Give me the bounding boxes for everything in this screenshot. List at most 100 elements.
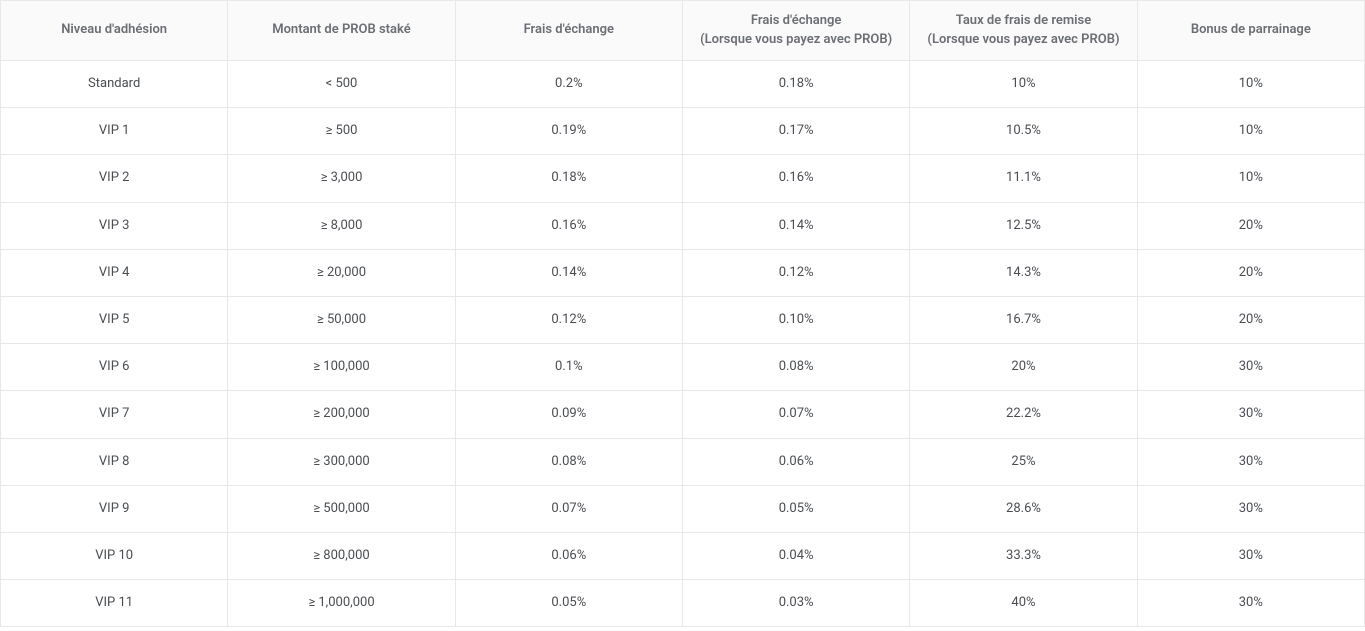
table-cell: 16.7% — [910, 296, 1137, 343]
table-cell: 0.07% — [455, 485, 682, 532]
table-cell: ≥ 20,000 — [228, 249, 455, 296]
table-row: VIP 1≥ 5000.19%0.17%10.5%10% — [1, 108, 1365, 155]
table-cell: ≥ 500,000 — [228, 485, 455, 532]
table-cell: 0.1% — [455, 344, 682, 391]
table-cell: 0.14% — [682, 202, 909, 249]
table-cell: 0.04% — [682, 532, 909, 579]
table-cell: 0.08% — [682, 344, 909, 391]
table-cell: 40% — [910, 580, 1137, 627]
table-cell: 30% — [1137, 580, 1364, 627]
table-body: Standard< 5000.2%0.18%10%10%VIP 1≥ 5000.… — [1, 61, 1365, 627]
col-header-label: Frais d'échange — [751, 13, 841, 28]
table-cell: 0.17% — [682, 108, 909, 155]
col-header-label: Montant de PROB staké — [272, 22, 411, 37]
table-cell: 10% — [910, 61, 1137, 108]
table-header-row: Niveau d'adhésion Montant de PROB staké … — [1, 1, 1365, 61]
table-cell: ≥ 100,000 — [228, 344, 455, 391]
col-header-label: Bonus de parrainage — [1191, 22, 1311, 37]
table-header: Niveau d'adhésion Montant de PROB staké … — [1, 1, 1365, 61]
table-row: VIP 4≥ 20,0000.14%0.12%14.3%20% — [1, 249, 1365, 296]
table-cell: ≥ 200,000 — [228, 391, 455, 438]
table-cell: 0.03% — [682, 580, 909, 627]
table-cell: 30% — [1137, 532, 1364, 579]
table-row: VIP 6≥ 100,0000.1%0.08%20%30% — [1, 344, 1365, 391]
table-row: VIP 3≥ 8,0000.16%0.14%12.5%20% — [1, 202, 1365, 249]
table-cell: 10% — [1137, 61, 1364, 108]
table-cell: 22.2% — [910, 391, 1137, 438]
table-cell: VIP 3 — [1, 202, 228, 249]
table-cell: VIP 11 — [1, 580, 228, 627]
table-cell: VIP 4 — [1, 249, 228, 296]
table-cell: 0.14% — [455, 249, 682, 296]
table-cell: 11.1% — [910, 155, 1137, 202]
table-cell: 0.05% — [455, 580, 682, 627]
table-cell: 0.12% — [455, 296, 682, 343]
table-cell: 10% — [1137, 108, 1364, 155]
table-row: VIP 5≥ 50,0000.12%0.10%16.7%20% — [1, 296, 1365, 343]
table-cell: 0.18% — [455, 155, 682, 202]
table-cell: ≥ 300,000 — [228, 438, 455, 485]
table-cell: 0.10% — [682, 296, 909, 343]
table-cell: 30% — [1137, 391, 1364, 438]
table-row: VIP 11≥ 1,000,0000.05%0.03%40%30% — [1, 580, 1365, 627]
table-cell: 20% — [1137, 249, 1364, 296]
table-cell: 30% — [1137, 438, 1364, 485]
table-cell: 12.5% — [910, 202, 1137, 249]
table-row: VIP 2≥ 3,0000.18%0.16%11.1%10% — [1, 155, 1365, 202]
table-cell: ≥ 8,000 — [228, 202, 455, 249]
table-cell: 0.05% — [682, 485, 909, 532]
table-cell: 0.08% — [455, 438, 682, 485]
table-cell: 0.18% — [682, 61, 909, 108]
table-cell: 20% — [1137, 202, 1364, 249]
table-cell: 0.19% — [455, 108, 682, 155]
table-cell: ≥ 1,000,000 — [228, 580, 455, 627]
table-cell: 28.6% — [910, 485, 1137, 532]
col-header-subline: (Lorsque vous payez avec PROB) — [918, 31, 1128, 49]
table-cell: VIP 7 — [1, 391, 228, 438]
col-header-subline: (Lorsque vous payez avec PROB) — [691, 31, 901, 49]
table-cell: VIP 10 — [1, 532, 228, 579]
table-cell: 25% — [910, 438, 1137, 485]
col-header-label: Taux de frais de remise — [956, 13, 1091, 28]
table-cell: Standard — [1, 61, 228, 108]
table-cell: 20% — [1137, 296, 1364, 343]
table-cell: VIP 6 — [1, 344, 228, 391]
table-row: VIP 10≥ 800,0000.06%0.04%33.3%30% — [1, 532, 1365, 579]
table-cell: ≥ 800,000 — [228, 532, 455, 579]
vip-tiers-table: Niveau d'adhésion Montant de PROB staké … — [0, 0, 1365, 627]
col-header-discount: Taux de frais de remise (Lorsque vous pa… — [910, 1, 1137, 61]
col-header-label: Frais d'échange — [524, 22, 614, 37]
table-cell: VIP 8 — [1, 438, 228, 485]
table-cell: 0.12% — [682, 249, 909, 296]
table-cell: 0.16% — [455, 202, 682, 249]
table-cell: ≥ 50,000 — [228, 296, 455, 343]
table-cell: VIP 1 — [1, 108, 228, 155]
table-row: VIP 8≥ 300,0000.08%0.06%25%30% — [1, 438, 1365, 485]
table-cell: 30% — [1137, 485, 1364, 532]
table-cell: 20% — [910, 344, 1137, 391]
table-cell: VIP 9 — [1, 485, 228, 532]
table-cell: 10% — [1137, 155, 1364, 202]
table-cell: < 500 — [228, 61, 455, 108]
table-cell: 0.09% — [455, 391, 682, 438]
table-cell: 0.2% — [455, 61, 682, 108]
table-cell: VIP 2 — [1, 155, 228, 202]
table-row: VIP 7≥ 200,0000.09%0.07%22.2%30% — [1, 391, 1365, 438]
col-header-fee: Frais d'échange — [455, 1, 682, 61]
table-cell: ≥ 3,000 — [228, 155, 455, 202]
table-cell: 33.3% — [910, 532, 1137, 579]
table-cell: 14.3% — [910, 249, 1137, 296]
col-header-label: Niveau d'adhésion — [61, 22, 167, 37]
table-cell: 0.16% — [682, 155, 909, 202]
table-row: Standard< 5000.2%0.18%10%10% — [1, 61, 1365, 108]
table-cell: 0.06% — [682, 438, 909, 485]
table-cell: ≥ 500 — [228, 108, 455, 155]
table-cell: 10.5% — [910, 108, 1137, 155]
table-row: VIP 9≥ 500,0000.07%0.05%28.6%30% — [1, 485, 1365, 532]
table-cell: 0.06% — [455, 532, 682, 579]
col-header-level: Niveau d'adhésion — [1, 1, 228, 61]
table-cell: 0.07% — [682, 391, 909, 438]
table-cell: 30% — [1137, 344, 1364, 391]
col-header-fee-prob: Frais d'échange (Lorsque vous payez avec… — [682, 1, 909, 61]
col-header-stake: Montant de PROB staké — [228, 1, 455, 61]
